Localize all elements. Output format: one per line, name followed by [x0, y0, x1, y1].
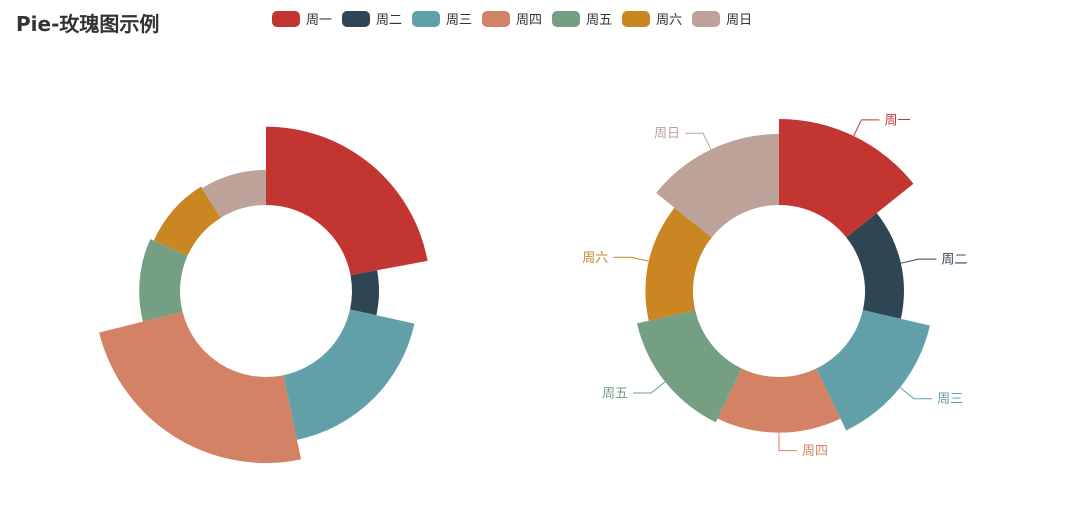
legend-label: 周四 [516, 13, 543, 28]
legend-swatch [412, 10, 441, 27]
slice-mon[interactable] [779, 119, 914, 238]
label-line-thu [778, 432, 797, 452]
slice-sat[interactable] [153, 186, 221, 256]
slice-wed[interactable] [283, 309, 415, 440]
slice-thu[interactable] [99, 311, 302, 463]
slice-label-fri: 周五 [602, 387, 628, 402]
legend-label: 周五 [586, 13, 613, 28]
legend-item-wed[interactable]: 周三 [412, 9, 472, 28]
legend-swatch [482, 10, 511, 27]
legend-label: 周一 [306, 13, 333, 28]
legend-item-fri[interactable]: 周五 [552, 9, 612, 28]
rose-chart-radius [99, 126, 428, 463]
chart-title: Pie-玫瑰图示例 [16, 12, 160, 36]
legend-item-mon[interactable]: 周一 [272, 9, 332, 28]
legend-item-tue[interactable]: 周二 [342, 9, 402, 28]
legend: 周一 周二 周三 周四 周五 周六 周日 [272, 9, 762, 28]
slice-sat[interactable] [645, 207, 712, 321]
legend-swatch [692, 10, 721, 27]
slice-label-thu: 周四 [802, 444, 828, 459]
legend-label: 周二 [376, 13, 403, 28]
slice-sun[interactable] [656, 133, 779, 238]
slice-mon[interactable] [266, 126, 428, 276]
label-line-wed [899, 387, 933, 400]
slice-label-tue: 周二 [941, 253, 967, 268]
slice-thu[interactable] [717, 368, 841, 433]
legend-item-thu[interactable]: 周四 [482, 9, 542, 28]
slice-sun[interactable] [202, 169, 266, 218]
legend-label: 周三 [446, 13, 473, 28]
label-line-tue [900, 258, 937, 264]
label-line-mon [853, 119, 880, 137]
legend-label: 周日 [726, 13, 753, 28]
slice-label-wed: 周三 [937, 392, 963, 407]
slice-label-sun: 周日 [654, 127, 680, 142]
legend-item-sat[interactable]: 周六 [622, 9, 682, 28]
legend-item-sun[interactable]: 周日 [692, 9, 752, 28]
label-line-sat [613, 256, 649, 262]
label-line-fri [633, 381, 666, 394]
legend-label: 周六 [656, 13, 683, 28]
slice-tue[interactable] [846, 213, 904, 319]
slice-tue[interactable] [349, 270, 379, 316]
slice-fri[interactable] [637, 310, 742, 423]
legend-swatch [342, 10, 371, 27]
label-line-sun [685, 132, 712, 150]
legend-swatch [272, 10, 300, 27]
slice-label-mon: 周一 [884, 113, 910, 128]
slice-wed[interactable] [816, 310, 930, 431]
legend-swatch [622, 10, 651, 27]
legend-swatch [552, 10, 581, 27]
slice-label-sat: 周六 [582, 251, 608, 266]
slice-fri[interactable] [139, 239, 188, 322]
